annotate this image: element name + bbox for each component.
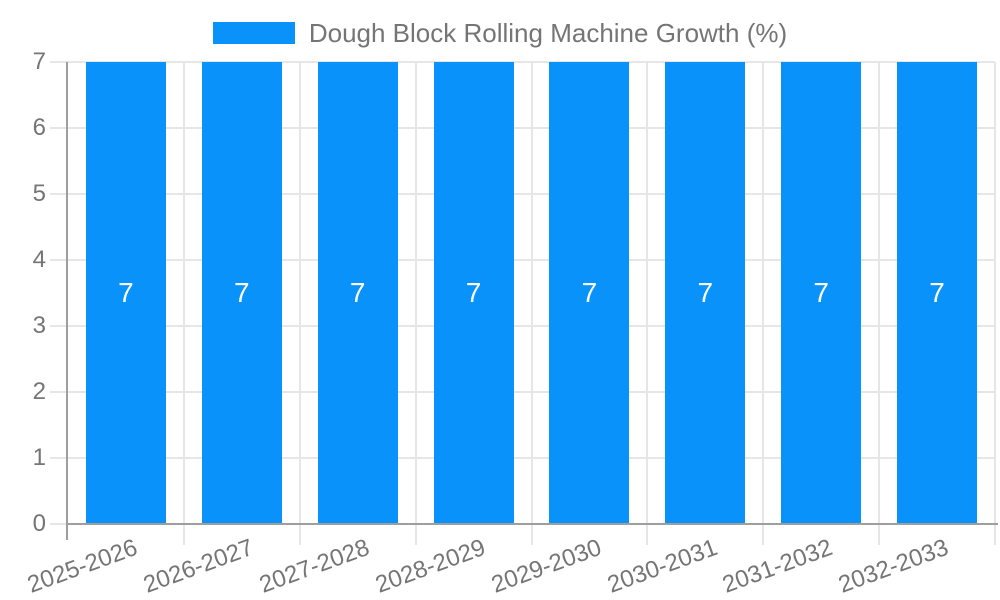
- y-tick-label: 0: [32, 510, 46, 537]
- bar-value-label: 7: [697, 277, 714, 308]
- bar-value-label: 7: [813, 277, 829, 308]
- y-gridline: [50, 325, 995, 327]
- x-tick-label: 2031-2032: [719, 534, 837, 599]
- y-tick-label: 2: [32, 378, 46, 405]
- bar: 7: [433, 62, 514, 524]
- bar-value-label: 7: [929, 277, 945, 308]
- bar: 7: [781, 62, 862, 524]
- y-tick-label: 5: [32, 180, 46, 207]
- y-gridline: [50, 127, 995, 129]
- x-tick-label: 2030-2031: [603, 534, 721, 599]
- x-gridline: [762, 62, 765, 545]
- bar-value-label: 7: [118, 277, 134, 308]
- x-tick-label: 2032-2033: [835, 534, 953, 599]
- x-axis-line: [66, 523, 998, 525]
- bar: 7: [549, 62, 630, 524]
- x-tick-label: 2026-2027: [139, 534, 258, 599]
- y-gridline: [50, 61, 995, 63]
- x-gridline: [530, 62, 533, 545]
- legend: Dough Block Rolling Machine Growth (%): [0, 20, 1000, 46]
- x-gridline: [994, 62, 996, 545]
- y-tick-label: 1: [32, 444, 46, 471]
- y-axis-line: [66, 62, 68, 540]
- bar: 7: [317, 62, 398, 524]
- legend-swatch: [212, 22, 295, 44]
- bar: 7: [85, 62, 166, 524]
- x-tick-label: 2027-2028: [255, 534, 373, 599]
- bar: 7: [665, 62, 746, 524]
- bar: 7: [201, 62, 282, 524]
- legend-label: Dough Block Rolling Machine Growth (%): [308, 18, 788, 48]
- x-gridline: [182, 62, 185, 545]
- y-tick-label: 7: [32, 48, 46, 75]
- x-tick-label: 2028-2029: [371, 534, 489, 599]
- y-gridline: [50, 193, 995, 195]
- y-gridline: [50, 391, 995, 393]
- bar: 7: [897, 62, 978, 524]
- y-gridline: [50, 259, 995, 261]
- y-tick-label: 3: [32, 312, 46, 339]
- x-tick-label: 2029-2030: [487, 534, 605, 599]
- y-gridline: [50, 457, 995, 459]
- x-gridline: [646, 62, 649, 545]
- x-gridline: [414, 62, 417, 545]
- y-tick-label: 6: [32, 114, 46, 141]
- x-gridline: [298, 62, 301, 545]
- bar-value-label: 7: [234, 277, 250, 308]
- bar-value-label: 7: [349, 277, 366, 308]
- x-tick-label: 2025-2026: [24, 534, 142, 599]
- x-gridline: [878, 62, 881, 545]
- bar-value-label: 7: [581, 277, 598, 308]
- y-tick-label: 4: [32, 246, 46, 273]
- bar-value-label: 7: [465, 277, 482, 308]
